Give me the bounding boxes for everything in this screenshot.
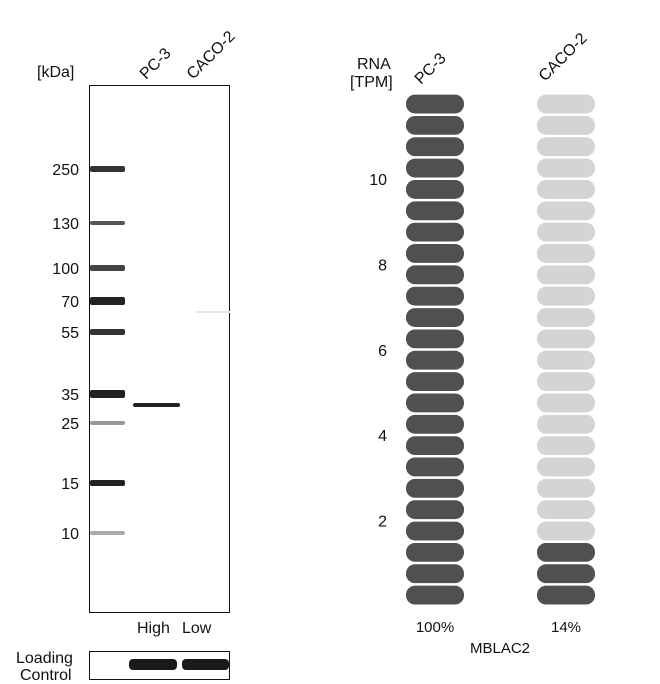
y-tick-label: 8 bbox=[378, 257, 387, 274]
level-high: High bbox=[137, 620, 170, 637]
percent-label: 100% bbox=[416, 619, 454, 636]
tpm-label: [TPM] bbox=[350, 74, 393, 91]
rna-segment bbox=[537, 180, 595, 199]
marker-label: 250 bbox=[52, 162, 79, 179]
marker-label: 100 bbox=[52, 261, 79, 278]
rna-segment bbox=[406, 158, 464, 178]
rna-segment bbox=[406, 180, 464, 199]
blot-lane-label: CACO-2 bbox=[184, 28, 239, 83]
rna-segment bbox=[537, 478, 595, 498]
marker-label: 55 bbox=[61, 325, 79, 342]
rna-segment bbox=[537, 542, 595, 562]
rna-segment bbox=[537, 115, 595, 135]
rna-segment bbox=[537, 372, 595, 391]
y-tick-label: 10 bbox=[369, 172, 387, 189]
rna-segment bbox=[537, 201, 595, 221]
gene-label: MBLAC2 bbox=[470, 640, 530, 657]
rna-segment bbox=[406, 329, 464, 349]
rna-segment bbox=[406, 393, 464, 413]
rna-segment bbox=[537, 286, 595, 306]
rna-segment bbox=[406, 436, 464, 456]
marker-band bbox=[90, 421, 125, 425]
pc3-band bbox=[133, 403, 180, 407]
rna-segment bbox=[406, 457, 464, 477]
rna-segment bbox=[406, 372, 464, 391]
marker-label: 35 bbox=[61, 387, 79, 404]
rna-segment bbox=[406, 521, 464, 541]
marker-band bbox=[90, 480, 125, 486]
caco2-faint-band bbox=[195, 311, 230, 313]
rna-segment bbox=[537, 158, 595, 178]
marker-band bbox=[90, 166, 125, 172]
rna-segment bbox=[537, 393, 595, 413]
rna-segment bbox=[406, 222, 464, 242]
rna-segment bbox=[537, 457, 595, 477]
marker-band bbox=[90, 265, 125, 271]
marker-band bbox=[90, 329, 125, 335]
rna-segment bbox=[406, 542, 464, 562]
rna-segment bbox=[537, 308, 595, 327]
control-label: Control bbox=[20, 667, 72, 684]
rna-segment bbox=[537, 350, 595, 370]
rna-segment bbox=[406, 478, 464, 498]
rna-segment bbox=[537, 414, 595, 434]
rna-segment bbox=[406, 414, 464, 434]
rna-segment bbox=[406, 500, 464, 520]
marker-label: 10 bbox=[61, 526, 79, 543]
rna-segment bbox=[406, 564, 464, 584]
marker-band bbox=[90, 297, 125, 305]
y-tick-label: 4 bbox=[378, 428, 387, 445]
y-tick-label: 2 bbox=[378, 514, 387, 531]
y-tick-label: 6 bbox=[378, 343, 387, 360]
rna-segment bbox=[537, 564, 595, 584]
marker-band bbox=[90, 531, 125, 535]
level-low: Low bbox=[182, 620, 212, 637]
rna-segment bbox=[406, 286, 464, 306]
loading-label: Loading bbox=[16, 650, 73, 667]
marker-label: 15 bbox=[61, 476, 79, 493]
rna-category-label: CACO-2 bbox=[536, 30, 591, 85]
rna-segment bbox=[406, 350, 464, 370]
marker-band bbox=[90, 221, 125, 225]
rna-segment bbox=[537, 265, 595, 285]
percent-label: 14% bbox=[551, 619, 581, 636]
marker-label: 25 bbox=[61, 416, 79, 433]
rna-segment bbox=[537, 436, 595, 456]
loading-band bbox=[182, 659, 229, 670]
rna-segment bbox=[406, 115, 464, 135]
rna-segment bbox=[537, 521, 595, 541]
rna-segment bbox=[537, 329, 595, 349]
rna-segment bbox=[406, 265, 464, 285]
blot-membrane bbox=[89, 85, 230, 613]
rna-segment bbox=[406, 201, 464, 221]
marker-band bbox=[90, 390, 125, 398]
rna-segment bbox=[406, 94, 464, 114]
rna-segment bbox=[406, 244, 464, 263]
rna-segment bbox=[537, 500, 595, 520]
rna-segment bbox=[406, 308, 464, 327]
rna-segment bbox=[537, 222, 595, 242]
rna-segment bbox=[406, 137, 464, 157]
rna-segment bbox=[537, 585, 595, 605]
rna-segment bbox=[406, 585, 464, 605]
blot-lane-label: PC-3 bbox=[137, 45, 175, 83]
rna-segment bbox=[537, 137, 595, 157]
kda-label: [kDa] bbox=[37, 64, 74, 81]
rna-segment bbox=[537, 244, 595, 263]
rna-label: RNA bbox=[357, 56, 391, 73]
rna-segment bbox=[537, 94, 595, 114]
marker-label: 70 bbox=[61, 294, 79, 311]
marker-label: 130 bbox=[52, 216, 79, 233]
rna-category-label: PC-3 bbox=[412, 50, 450, 88]
loading-band bbox=[129, 659, 177, 670]
